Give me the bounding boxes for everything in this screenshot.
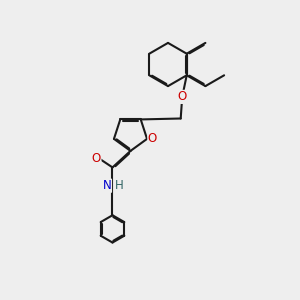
Text: O: O: [178, 90, 187, 104]
Text: H: H: [115, 179, 124, 192]
Text: O: O: [92, 152, 101, 166]
Text: O: O: [148, 132, 157, 146]
Text: N: N: [103, 179, 112, 192]
